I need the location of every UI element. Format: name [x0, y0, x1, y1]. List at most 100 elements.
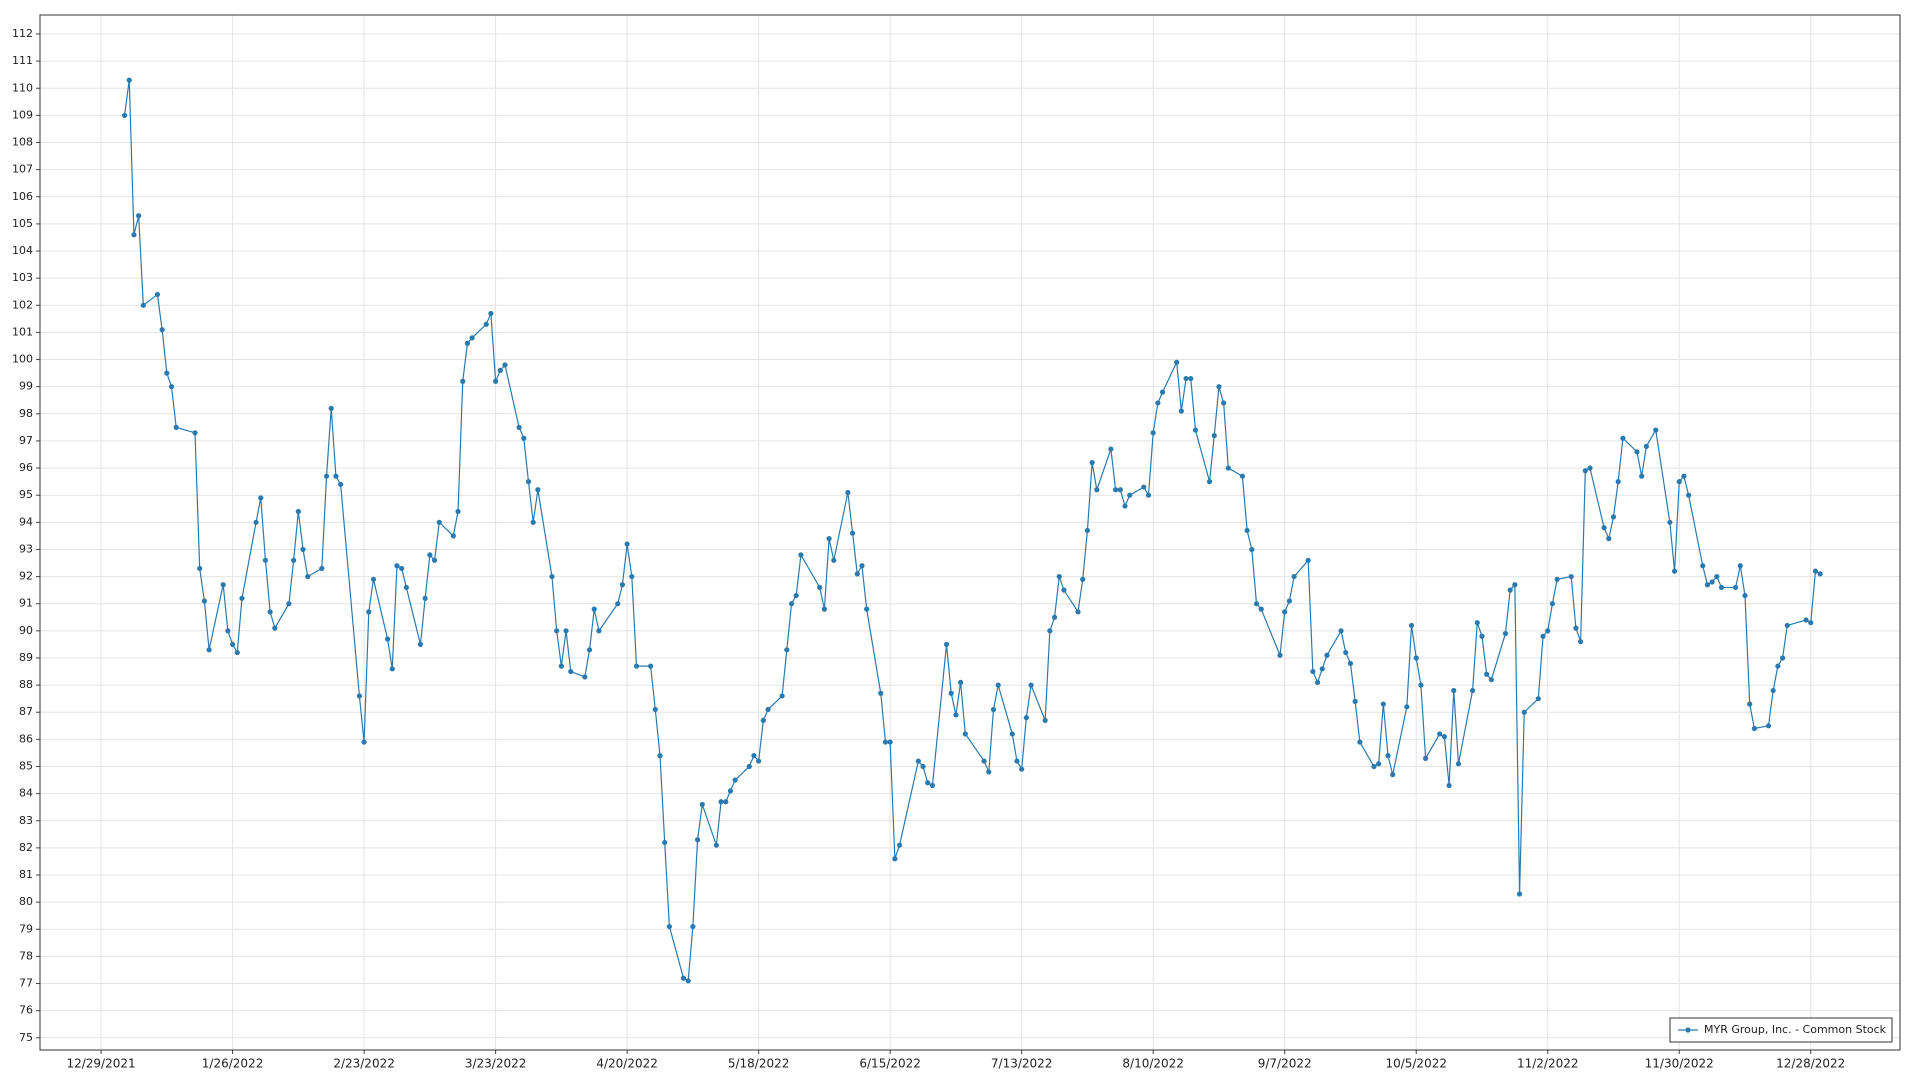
data-point: [1488, 677, 1494, 683]
data-point: [131, 232, 137, 238]
data-point: [389, 666, 395, 672]
data-point: [206, 647, 212, 653]
data-point: [366, 609, 372, 615]
x-tick-label: 9/7/2022: [1258, 1057, 1312, 1071]
data-point: [159, 327, 165, 333]
data-point: [995, 682, 1001, 688]
data-point: [258, 495, 264, 501]
data-point: [1343, 649, 1349, 656]
data-point: [1733, 584, 1739, 591]
data-point: [718, 799, 724, 805]
data-point: [929, 782, 936, 789]
y-tick-label: 110: [12, 81, 33, 94]
data-point: [817, 584, 823, 591]
data-point: [1023, 715, 1029, 721]
data-point: [483, 321, 489, 327]
x-tick-label: 1/26/2022: [202, 1057, 264, 1071]
data-point: [464, 340, 471, 346]
data-point: [1653, 427, 1659, 433]
y-tick-label: 92: [19, 570, 33, 583]
data-point: [1174, 359, 1180, 365]
data-point: [1324, 652, 1330, 658]
data-point: [981, 758, 987, 764]
data-point: [493, 378, 499, 384]
data-point: [878, 690, 884, 696]
data-point: [849, 530, 856, 536]
data-point: [1671, 568, 1678, 574]
data-point: [1700, 563, 1706, 569]
data-point: [1587, 465, 1593, 471]
data-point: [1446, 782, 1452, 789]
x-tick-label: 7/13/2022: [991, 1057, 1053, 1071]
data-point: [1681, 473, 1687, 479]
y-tick-label: 82: [19, 841, 33, 854]
data-point: [896, 842, 903, 848]
y-tick-label: 108: [12, 136, 33, 149]
data-point: [1084, 527, 1091, 534]
data-point: [497, 367, 503, 373]
data-point: [164, 370, 170, 376]
data-point: [648, 663, 654, 669]
data-point: [1310, 668, 1316, 675]
legend-label: MYR Group, Inc. - Common Stock: [1704, 1023, 1887, 1036]
data-point: [403, 584, 409, 591]
data-point: [713, 842, 719, 848]
data-point: [1249, 546, 1255, 553]
data-point: [554, 628, 560, 634]
y-tick-label: 84: [19, 787, 33, 800]
data-point: [1643, 443, 1649, 449]
data-point: [920, 763, 926, 770]
data-point: [760, 717, 766, 723]
data-point: [399, 565, 405, 572]
data-point: [1352, 698, 1358, 704]
data-point: [915, 758, 921, 764]
data-point: [1441, 734, 1447, 740]
data-point: [788, 601, 795, 607]
y-tick-label: 109: [12, 108, 33, 121]
data-point: [356, 693, 362, 699]
data-point: [140, 302, 146, 308]
data-point: [699, 801, 705, 808]
data-point: [1742, 592, 1748, 599]
data-point: [1376, 761, 1382, 767]
data-point: [1775, 663, 1781, 669]
data-point: [821, 606, 827, 612]
x-tick-label: 5/18/2022: [728, 1057, 790, 1071]
x-tick-label: 4/20/2022: [596, 1057, 658, 1071]
data-point: [1507, 587, 1513, 593]
data-point: [1667, 519, 1673, 525]
data-point: [1408, 622, 1415, 629]
y-tick-label: 93: [19, 542, 33, 555]
data-point: [563, 628, 569, 634]
data-point: [1751, 725, 1757, 732]
data-point: [1451, 687, 1457, 694]
data-point: [1225, 465, 1231, 471]
data-point: [962, 731, 968, 737]
data-point: [1239, 473, 1246, 479]
data-point: [619, 582, 626, 588]
data-point: [1051, 614, 1058, 620]
data-point: [1803, 617, 1809, 623]
y-tick-label: 81: [19, 868, 33, 881]
data-point: [291, 557, 297, 563]
data-point: [1606, 536, 1612, 542]
data-point: [953, 712, 959, 718]
data-point: [225, 628, 231, 634]
data-point: [1221, 400, 1227, 406]
data-point: [1113, 487, 1119, 493]
data-point: [1094, 487, 1100, 493]
data-point: [234, 649, 240, 656]
x-tick-label: 12/28/2022: [1776, 1057, 1845, 1071]
data-point: [925, 780, 931, 786]
data-point: [422, 595, 428, 601]
data-point: [1479, 633, 1485, 639]
data-point: [793, 592, 799, 599]
data-point: [685, 978, 691, 984]
data-point: [1765, 723, 1772, 729]
y-tick-label: 101: [12, 325, 33, 338]
data-point: [1554, 576, 1560, 582]
y-tick-label: 112: [12, 27, 33, 40]
y-tick-label: 96: [19, 461, 33, 474]
data-point: [272, 625, 278, 631]
y-tick-label: 89: [19, 651, 33, 664]
